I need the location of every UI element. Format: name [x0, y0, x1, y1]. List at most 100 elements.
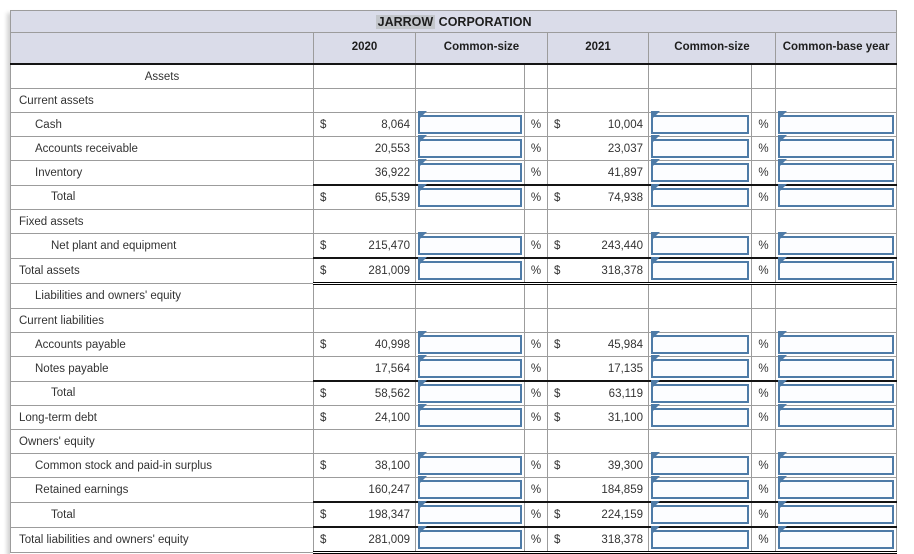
common-size-2020-input-cell [415, 209, 525, 234]
common-size-2021-input[interactable] [651, 355, 749, 378]
column-header-row: 2020 Common-size 2021 Common-size Common… [10, 32, 898, 65]
worksheet: JARROW CORPORATION 2020 Common-size 2021… [9, 10, 898, 554]
row-label-cell: Assets [10, 63, 314, 89]
common-size-2020-input[interactable] [418, 184, 522, 207]
percent-sign-cell [524, 209, 548, 234]
table-row: Accounts payable $40,998% $45,984% [10, 331, 898, 357]
value-2020: 40,998 [374, 338, 410, 351]
row-label-cell: Accounts receivable [10, 136, 314, 161]
common-size-2020-input[interactable] [418, 257, 522, 280]
common-size-2021-input[interactable] [651, 380, 749, 403]
row-label: Fixed assets [19, 215, 84, 228]
percent-sign-cell: % [751, 380, 776, 406]
section-row: Owners' equity [10, 429, 898, 454]
row-label-cell: Liabilities and owners' equity [10, 283, 314, 309]
common-base-year-input[interactable] [778, 380, 895, 403]
percent-sign: % [530, 508, 542, 521]
dollar-sign: $ [320, 191, 327, 204]
table-row: Inventory 36,922% 41,897% [10, 159, 898, 186]
percent-sign-cell: % [524, 380, 548, 406]
percent-sign: % [758, 166, 769, 179]
percent-sign: % [530, 142, 542, 155]
value-2020: 215,470 [368, 239, 410, 252]
common-size-2020-input[interactable] [418, 501, 522, 524]
column-header-common-size-2021: Common-size [648, 32, 776, 65]
common-base-year-input[interactable] [778, 501, 895, 524]
page-title: JARROW CORPORATION [9, 10, 898, 33]
dollar-sign: $ [320, 239, 327, 252]
common-size-2020-input[interactable] [418, 135, 522, 158]
common-base-year-input[interactable] [778, 355, 895, 378]
percent-sign-cell [751, 209, 776, 234]
value-2020-cell: $24,100 [313, 405, 416, 430]
value-2020-cell: $215,470 [313, 233, 416, 259]
common-base-year-input-cell [774, 184, 898, 210]
value-2021-cell [547, 63, 649, 89]
row-label-cell: Long-term debt [10, 405, 314, 430]
row-label-cell: Cash [10, 112, 314, 137]
balance-sheet-table: JARROW CORPORATION 2020 Common-size 2021… [9, 10, 898, 554]
dollar-sign: $ [320, 264, 327, 277]
row-label: Retained earnings [35, 483, 129, 496]
common-size-2020-input[interactable] [418, 232, 522, 255]
common-base-year-input[interactable] [778, 452, 895, 475]
common-size-2020-input[interactable] [418, 355, 522, 378]
value-2020: 65,539 [374, 191, 410, 204]
percent-sign: % [758, 239, 769, 252]
percent-sign: % [758, 142, 769, 155]
common-size-2020-input-cell [415, 380, 525, 406]
common-size-2021-input[interactable] [651, 184, 749, 207]
common-size-2021-input[interactable] [651, 111, 749, 134]
percent-sign: % [530, 166, 542, 179]
dollar-sign: $ [554, 118, 561, 131]
common-size-2020-input[interactable] [418, 159, 522, 182]
common-base-year-input[interactable] [778, 404, 895, 427]
percent-sign-cell: % [751, 332, 776, 357]
common-size-2020-input[interactable] [418, 380, 522, 403]
percent-sign-cell [524, 88, 548, 113]
common-size-2021-input[interactable] [651, 135, 749, 158]
common-size-2021-input-cell [648, 88, 752, 113]
value-2020-cell: $198,347 [313, 501, 416, 528]
common-size-2021-input[interactable] [651, 501, 749, 524]
value-2020: 281,009 [368, 533, 410, 546]
common-base-year-input[interactable] [778, 331, 895, 354]
dollar-sign: $ [554, 508, 561, 521]
common-size-2021-input-cell [648, 63, 752, 89]
common-size-2020-input[interactable] [418, 111, 522, 134]
common-size-2021-input[interactable] [651, 404, 749, 427]
common-base-year-input[interactable] [778, 135, 895, 158]
row-label: Total liabilities and owners' equity [19, 533, 189, 546]
common-size-2020-input[interactable] [418, 476, 522, 499]
common-base-year-input[interactable] [778, 257, 895, 280]
common-size-2020-input[interactable] [418, 331, 522, 354]
title-highlighted-text: JARROW [375, 14, 436, 29]
common-size-2021-input-cell [648, 355, 752, 382]
common-size-2021-input[interactable] [651, 257, 749, 280]
common-size-2021-input[interactable] [651, 232, 749, 255]
value-2021: 184,859 [601, 483, 643, 496]
common-size-2021-input[interactable] [651, 476, 749, 499]
common-size-2021-input[interactable] [651, 452, 749, 475]
common-size-2021-input[interactable] [651, 331, 749, 354]
common-base-year-input[interactable] [778, 232, 895, 255]
common-base-year-input[interactable] [778, 184, 895, 207]
common-base-year-input[interactable] [778, 476, 895, 499]
percent-sign: % [530, 533, 542, 546]
common-size-2020-input[interactable] [418, 404, 522, 427]
common-base-year-input[interactable] [778, 111, 895, 134]
common-base-year-input[interactable] [778, 159, 895, 182]
common-size-2021-input[interactable] [651, 159, 749, 182]
percent-sign: % [530, 483, 542, 496]
common-size-2021-input-cell [648, 135, 752, 161]
section-row: Assets [10, 63, 898, 89]
common-base-year-input-cell [774, 429, 898, 454]
value-2020-cell: 160,247 [313, 477, 416, 503]
row-label-cell: Total [10, 380, 314, 406]
value-2021-cell: 184,859 [547, 477, 649, 503]
table-row: Total $58,562% $63,119% [10, 380, 898, 406]
percent-sign-cell: % [524, 233, 548, 259]
percent-sign: % [758, 387, 769, 400]
common-size-2021-input-cell [648, 111, 752, 137]
common-size-2020-input[interactable] [418, 452, 522, 475]
